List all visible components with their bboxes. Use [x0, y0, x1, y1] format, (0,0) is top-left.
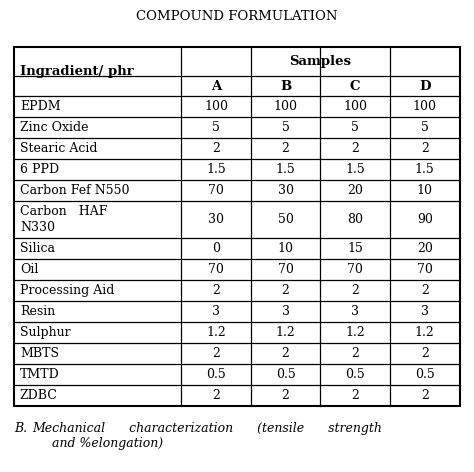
Text: 30: 30: [278, 185, 293, 197]
Text: 2: 2: [351, 389, 359, 402]
Text: 6 PPD: 6 PPD: [20, 163, 59, 177]
Text: 2: 2: [351, 347, 359, 360]
Text: Resin: Resin: [20, 305, 55, 318]
Text: TMTD: TMTD: [20, 368, 60, 381]
Text: 80: 80: [347, 213, 363, 226]
Text: Sulphur: Sulphur: [20, 326, 71, 339]
Text: 100: 100: [413, 101, 437, 113]
Text: 1.5: 1.5: [206, 163, 226, 177]
Text: 5: 5: [421, 121, 429, 135]
Text: 70: 70: [417, 263, 433, 276]
Text: Stearic Acid: Stearic Acid: [20, 143, 98, 155]
Text: 0.5: 0.5: [276, 368, 295, 381]
Text: 1.2: 1.2: [276, 326, 295, 339]
Text: 3: 3: [212, 305, 220, 318]
Text: 70: 70: [208, 185, 224, 197]
Text: 2: 2: [282, 347, 290, 360]
Text: Carbon Fef N550: Carbon Fef N550: [20, 185, 129, 197]
Text: Silica: Silica: [20, 242, 55, 255]
Text: 5: 5: [351, 121, 359, 135]
Text: 70: 70: [347, 263, 363, 276]
Text: B.: B.: [14, 422, 27, 436]
Text: 2: 2: [282, 143, 290, 155]
Text: Ingradient/ phr: Ingradient/ phr: [20, 65, 134, 78]
Text: 70: 70: [278, 263, 293, 276]
Text: 2: 2: [351, 143, 359, 155]
Text: 1.2: 1.2: [415, 326, 435, 339]
Text: 2: 2: [421, 347, 429, 360]
Text: 0.5: 0.5: [415, 368, 435, 381]
Text: Processing Aid: Processing Aid: [20, 284, 114, 297]
Text: 2: 2: [212, 143, 220, 155]
Text: 5: 5: [282, 121, 290, 135]
Text: 2: 2: [212, 347, 220, 360]
Text: 3: 3: [282, 305, 290, 318]
Text: 2: 2: [282, 389, 290, 402]
Text: 15: 15: [347, 242, 363, 255]
Text: 20: 20: [347, 185, 363, 197]
Text: 1.5: 1.5: [345, 163, 365, 177]
Text: Oil: Oil: [20, 263, 38, 276]
Text: 2: 2: [212, 389, 220, 402]
Text: 30: 30: [208, 213, 224, 226]
Text: B: B: [280, 79, 291, 93]
Text: 3: 3: [421, 305, 429, 318]
Bar: [14, 47, 460, 406]
Text: 2: 2: [282, 284, 290, 297]
Text: 2: 2: [421, 389, 429, 402]
Text: Zinc Oxide: Zinc Oxide: [20, 121, 89, 135]
Text: D: D: [419, 79, 430, 93]
Text: 2: 2: [421, 284, 429, 297]
Text: 10: 10: [278, 242, 293, 255]
Text: 2: 2: [212, 284, 220, 297]
Text: 1.2: 1.2: [206, 326, 226, 339]
Text: ZDBC: ZDBC: [20, 389, 58, 402]
Text: 0.5: 0.5: [345, 368, 365, 381]
Text: 1.5: 1.5: [415, 163, 435, 177]
Text: 100: 100: [343, 101, 367, 113]
Text: 5: 5: [212, 121, 220, 135]
Text: 2: 2: [421, 143, 429, 155]
Text: 100: 100: [204, 101, 228, 113]
Text: EPDM: EPDM: [20, 101, 61, 113]
Text: 3: 3: [351, 305, 359, 318]
Text: Carbon   HAF
N330: Carbon HAF N330: [20, 205, 107, 234]
Text: 90: 90: [417, 213, 433, 226]
Text: C: C: [350, 79, 360, 93]
Text: 100: 100: [273, 101, 298, 113]
Text: 0: 0: [212, 242, 220, 255]
Text: 0.5: 0.5: [206, 368, 226, 381]
Text: Mechanical      characterization      (tensile      strength
     and %elongatio: Mechanical characterization (tensile str…: [32, 422, 382, 450]
Text: 20: 20: [417, 242, 433, 255]
Text: 2: 2: [351, 284, 359, 297]
Text: MBTS: MBTS: [20, 347, 59, 360]
Text: 50: 50: [278, 213, 293, 226]
Text: 10: 10: [417, 185, 433, 197]
Text: A: A: [211, 79, 221, 93]
Text: 1.5: 1.5: [276, 163, 295, 177]
Text: COMPOUND FORMULATION: COMPOUND FORMULATION: [136, 10, 338, 23]
Text: 1.2: 1.2: [345, 326, 365, 339]
Text: 70: 70: [208, 263, 224, 276]
Text: Samples: Samples: [290, 55, 352, 68]
